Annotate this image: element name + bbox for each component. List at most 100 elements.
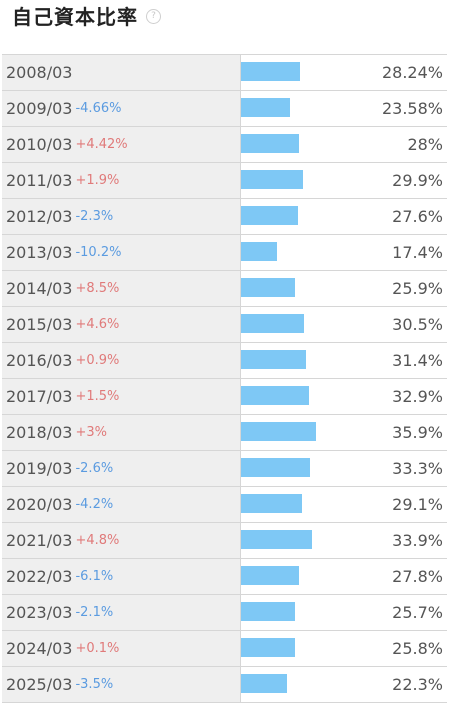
ratio-value: 17.4% (392, 243, 443, 262)
fiscal-period: 2015/03 (6, 315, 73, 334)
ratio-cell: 29.9% (241, 163, 447, 198)
date-cell: 2020/03 -4.2% (2, 487, 241, 522)
table-row: 2014/03 +8.5% 25.9% (2, 271, 447, 307)
fiscal-period: 2019/03 (6, 459, 73, 478)
date-cell: 2018/03 +3% (2, 415, 241, 450)
table-row: 2018/03 +3% 35.9% (2, 415, 447, 451)
ratio-cell: 25.8% (241, 631, 447, 666)
change-value: +0.1% (75, 641, 120, 656)
ratio-bar (241, 494, 302, 513)
section-title-text: 自己資本比率 (12, 5, 138, 29)
date-cell: 2017/03 +1.5% (2, 379, 241, 414)
ratio-cell: 30.5% (241, 307, 447, 342)
change-value: -3.5% (75, 677, 114, 692)
fiscal-period: 2017/03 (6, 387, 73, 406)
ratio-bar (241, 314, 305, 333)
change-value: +0.9% (75, 353, 120, 368)
date-cell: 2023/03 -2.1% (2, 595, 241, 630)
fiscal-period: 2020/03 (6, 495, 73, 514)
fiscal-period: 2013/03 (6, 243, 73, 262)
ratio-cell: 27.8% (241, 559, 447, 594)
ratio-cell: 29.1% (241, 487, 447, 522)
fiscal-period: 2018/03 (6, 423, 73, 442)
change-value: -4.2% (75, 497, 114, 512)
ratio-bar (241, 458, 311, 477)
date-cell: 2022/03 -6.1% (2, 559, 241, 594)
table-row: 2015/03 +4.6% 30.5% (2, 307, 447, 343)
change-value: +4.8% (75, 533, 120, 548)
help-icon[interactable]: ? (146, 9, 161, 24)
table-row: 2011/03 +1.9% 29.9% (2, 163, 447, 199)
table-row: 2016/03 +0.9% 31.4% (2, 343, 447, 379)
ratio-value: 33.3% (392, 459, 443, 478)
change-value: +1.9% (75, 173, 120, 188)
ratio-cell: 35.9% (241, 415, 447, 450)
date-cell: 2025/03 -3.5% (2, 667, 241, 702)
ratio-bar (241, 602, 295, 621)
header: 自己資本比率? (0, 0, 451, 54)
change-value: +4.6% (75, 317, 120, 332)
ratio-cell: 25.9% (241, 271, 447, 306)
ratio-value: 25.7% (392, 603, 443, 622)
table-row: 2020/03 -4.2% 29.1% (2, 487, 447, 523)
fiscal-period: 2014/03 (6, 279, 73, 298)
ratio-value: 25.9% (392, 279, 443, 298)
ratio-value: 22.3% (392, 675, 443, 694)
change-value: -2.1% (75, 605, 114, 620)
table-row: 2021/03 +4.8% 33.9% (2, 523, 447, 559)
fiscal-period: 2009/03 (6, 99, 73, 118)
ratio-cell: 28% (241, 127, 447, 162)
change-value: -10.2% (75, 245, 122, 260)
ratio-cell: 28.24% (241, 55, 447, 90)
ratio-bar (241, 422, 316, 441)
fiscal-period: 2023/03 (6, 603, 73, 622)
ratio-bar (241, 242, 278, 261)
table-row: 2017/03 +1.5% 32.9% (2, 379, 447, 415)
section-title: 自己資本比率? (12, 4, 161, 30)
change-value: -6.1% (75, 569, 114, 584)
ratio-bar (241, 566, 299, 585)
change-value: -2.6% (75, 461, 114, 476)
ratio-value: 25.8% (392, 639, 443, 658)
ratio-cell: 33.9% (241, 523, 447, 558)
ratio-bar (241, 350, 307, 369)
ratio-value: 33.9% (392, 531, 443, 550)
ratio-cell: 25.7% (241, 595, 447, 630)
ratio-bar (241, 134, 300, 153)
ratio-bar (241, 278, 295, 297)
ratio-cell: 23.58% (241, 91, 447, 126)
fiscal-period: 2016/03 (6, 351, 73, 370)
date-cell: 2008/03 (2, 55, 241, 90)
table-row: 2012/03 -2.3% 27.6% (2, 199, 447, 235)
fiscal-period: 2012/03 (6, 207, 73, 226)
change-value: +1.5% (75, 389, 120, 404)
table-row: 2024/03 +0.1% 25.8% (2, 631, 447, 667)
date-cell: 2009/03 -4.66% (2, 91, 241, 126)
ratio-bar (241, 530, 312, 549)
ratio-value: 35.9% (392, 423, 443, 442)
ratio-bar (241, 386, 310, 405)
date-cell: 2013/03 -10.2% (2, 235, 241, 270)
ratio-cell: 31.4% (241, 343, 447, 378)
ratio-value: 27.6% (392, 207, 443, 226)
ratio-value: 31.4% (392, 351, 443, 370)
fiscal-period: 2022/03 (6, 567, 73, 586)
date-cell: 2019/03 -2.6% (2, 451, 241, 486)
ratio-cell: 17.4% (241, 235, 447, 270)
ratio-value: 30.5% (392, 315, 443, 334)
date-cell: 2016/03 +0.9% (2, 343, 241, 378)
table-row: 2010/03 +4.42% 28% (2, 127, 447, 163)
date-cell: 2012/03 -2.3% (2, 199, 241, 234)
ratio-value: 29.9% (392, 171, 443, 190)
date-cell: 2015/03 +4.6% (2, 307, 241, 342)
ratio-cell: 22.3% (241, 667, 447, 702)
ratio-value: 32.9% (392, 387, 443, 406)
ratio-bar (241, 638, 295, 657)
table-row: 2009/03 -4.66% 23.58% (2, 91, 447, 127)
date-cell: 2021/03 +4.8% (2, 523, 241, 558)
table-row: 2008/03 28.24% (2, 55, 447, 91)
ratio-bar (241, 170, 304, 189)
ratio-value: 27.8% (392, 567, 443, 586)
ratio-cell: 27.6% (241, 199, 447, 234)
date-cell: 2024/03 +0.1% (2, 631, 241, 666)
